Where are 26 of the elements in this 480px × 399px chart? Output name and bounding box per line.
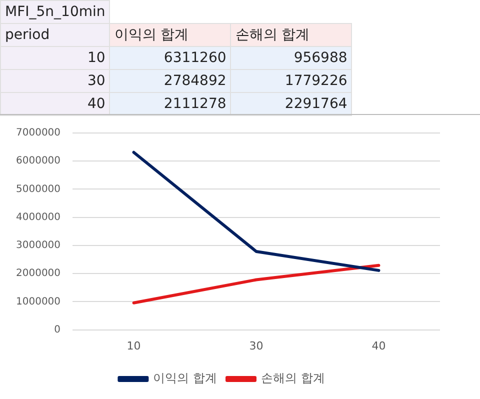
text: 손해의 합계 bbox=[235, 27, 310, 43]
text: 2784892 bbox=[110, 70, 231, 92]
text: 이익의 합계 bbox=[114, 27, 189, 43]
category-label: 40 bbox=[87, 96, 106, 112]
text: 6311260 bbox=[110, 46, 231, 70]
text: 2291764 bbox=[230, 92, 352, 116]
x-tick-label: 40 bbox=[372, 339, 386, 352]
y-tick-label: 4000000 bbox=[16, 212, 61, 223]
y-tick-label: 2000000 bbox=[16, 268, 61, 280]
text: 1779226 bbox=[230, 70, 352, 92]
text: period bbox=[0, 24, 110, 46]
legend-label: 이익의 합계 bbox=[153, 371, 218, 386]
legend-label: 손해의 합계 bbox=[261, 371, 325, 386]
y-tick-label: 3000000 bbox=[16, 240, 61, 252]
category-label: 10 bbox=[87, 50, 106, 66]
y-tick-label: 0 bbox=[54, 324, 61, 336]
x-tick-label: 30 bbox=[249, 339, 264, 352]
x-tick-label: 10 bbox=[126, 339, 141, 352]
chart-title: MFI_5n_10min bbox=[0, 0, 110, 24]
category-label: 30 bbox=[87, 73, 106, 89]
text: 2111278 bbox=[110, 92, 231, 116]
y-tick-label: 7000000 bbox=[16, 128, 61, 139]
text: 956988 bbox=[230, 46, 352, 70]
y-tick-label: 6000000 bbox=[16, 156, 61, 167]
y-tick-label: 5000000 bbox=[16, 184, 61, 195]
y-tick-label: 1000000 bbox=[16, 296, 61, 308]
